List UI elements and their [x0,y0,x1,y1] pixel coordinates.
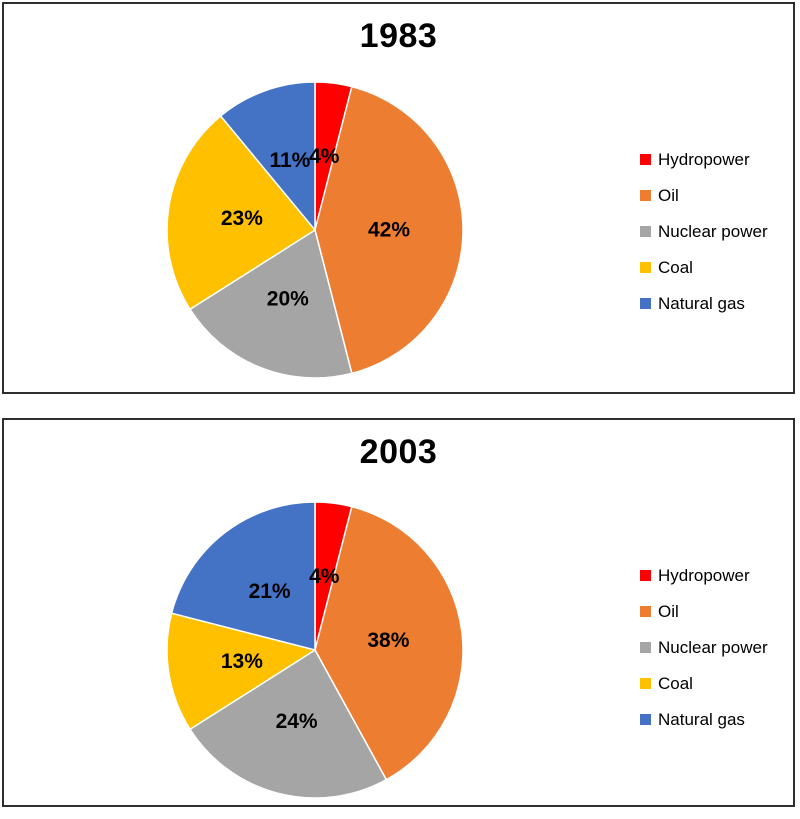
legend-swatch-hydropower-icon [640,153,651,165]
legend-swatch-nuclear-power-icon [640,225,651,237]
legend-label-natural-gas: Natural gas [658,293,745,313]
legend-2003: Hydropower Oil Nuclear power Coal Natura… [640,557,768,737]
legend-item-coal: Coal [640,249,768,285]
pie-chart-2003: 4% 38% 24% 13% 21% [166,501,464,799]
legend-item-nuclear-power: Nuclear power [640,629,768,665]
pie-label-coal: 23% [221,207,263,230]
legend-1983: Hydropower Oil Nuclear power Coal Natura… [640,141,768,321]
pie-label-natural-gas: 11% [269,149,310,172]
pie-label-nuclear-power: 24% [276,710,318,733]
chart-title-2003: 2003 [359,433,438,471]
legend-item-hydropower: Hydropower [640,141,768,177]
legend-label-hydropower: Hydropower [658,565,750,585]
pie-slice-nuclear-power [189,229,353,379]
legend-item-natural-gas: Natural gas [640,701,768,737]
legend-swatch-hydropower-icon [640,569,651,581]
legend-swatch-nuclear-power-icon [640,641,651,653]
pie-label-hydropower: 4% [309,565,340,588]
legend-label-nuclear-power: Nuclear power [658,637,768,657]
legend-label-coal: Coal [658,257,693,277]
legend-label-coal: Coal [658,673,693,693]
pie-slice-coal [166,115,316,311]
legend-item-oil: Oil [640,177,768,213]
pie-slice-nuclear-power [189,649,388,799]
legend-swatch-oil-icon [640,189,651,201]
pie-label-oil: 38% [367,629,409,652]
legend-swatch-coal-icon [640,261,651,273]
pie-chart-1983: 4% 42% 20% 23% 11% [166,81,464,379]
legend-label-oil: Oil [658,185,679,205]
pie-label-oil: 42% [368,219,410,242]
pie-label-hydropower: 4% [309,145,340,168]
pie-slice-natural-gas [170,501,316,651]
legend-item-oil: Oil [640,593,768,629]
legend-item-natural-gas: Natural gas [640,285,768,321]
chart-panel-1983: 1983 4% 42% 20% 23% 11% Hydropower Oil Nucle… [2,2,795,394]
legend-item-hydropower: Hydropower [640,557,768,593]
legend-item-coal: Coal [640,665,768,701]
legend-item-nuclear-power: Nuclear power [640,213,768,249]
pie-slice-oil [314,505,464,781]
pie-label-natural-gas: 21% [249,580,291,603]
legend-label-nuclear-power: Nuclear power [658,221,768,241]
legend-swatch-natural-gas-icon [640,713,651,725]
pie-slice-oil [314,85,464,375]
legend-label-oil: Oil [658,601,679,621]
pie-slice-coal [166,612,316,731]
pie-slice-natural-gas [219,81,316,231]
pie-label-nuclear-power: 20% [267,287,309,310]
legend-swatch-oil-icon [640,605,651,617]
chart-title-1983: 1983 [359,17,438,55]
legend-swatch-natural-gas-icon [640,297,651,309]
legend-swatch-coal-icon [640,677,651,689]
legend-label-natural-gas: Natural gas [658,709,745,729]
chart-panel-2003: 2003 4% 38% 24% 13% 21% Hydropower Oil Nucle… [2,418,795,807]
legend-label-hydropower: Hydropower [658,149,750,169]
pie-label-coal: 13% [221,650,263,673]
